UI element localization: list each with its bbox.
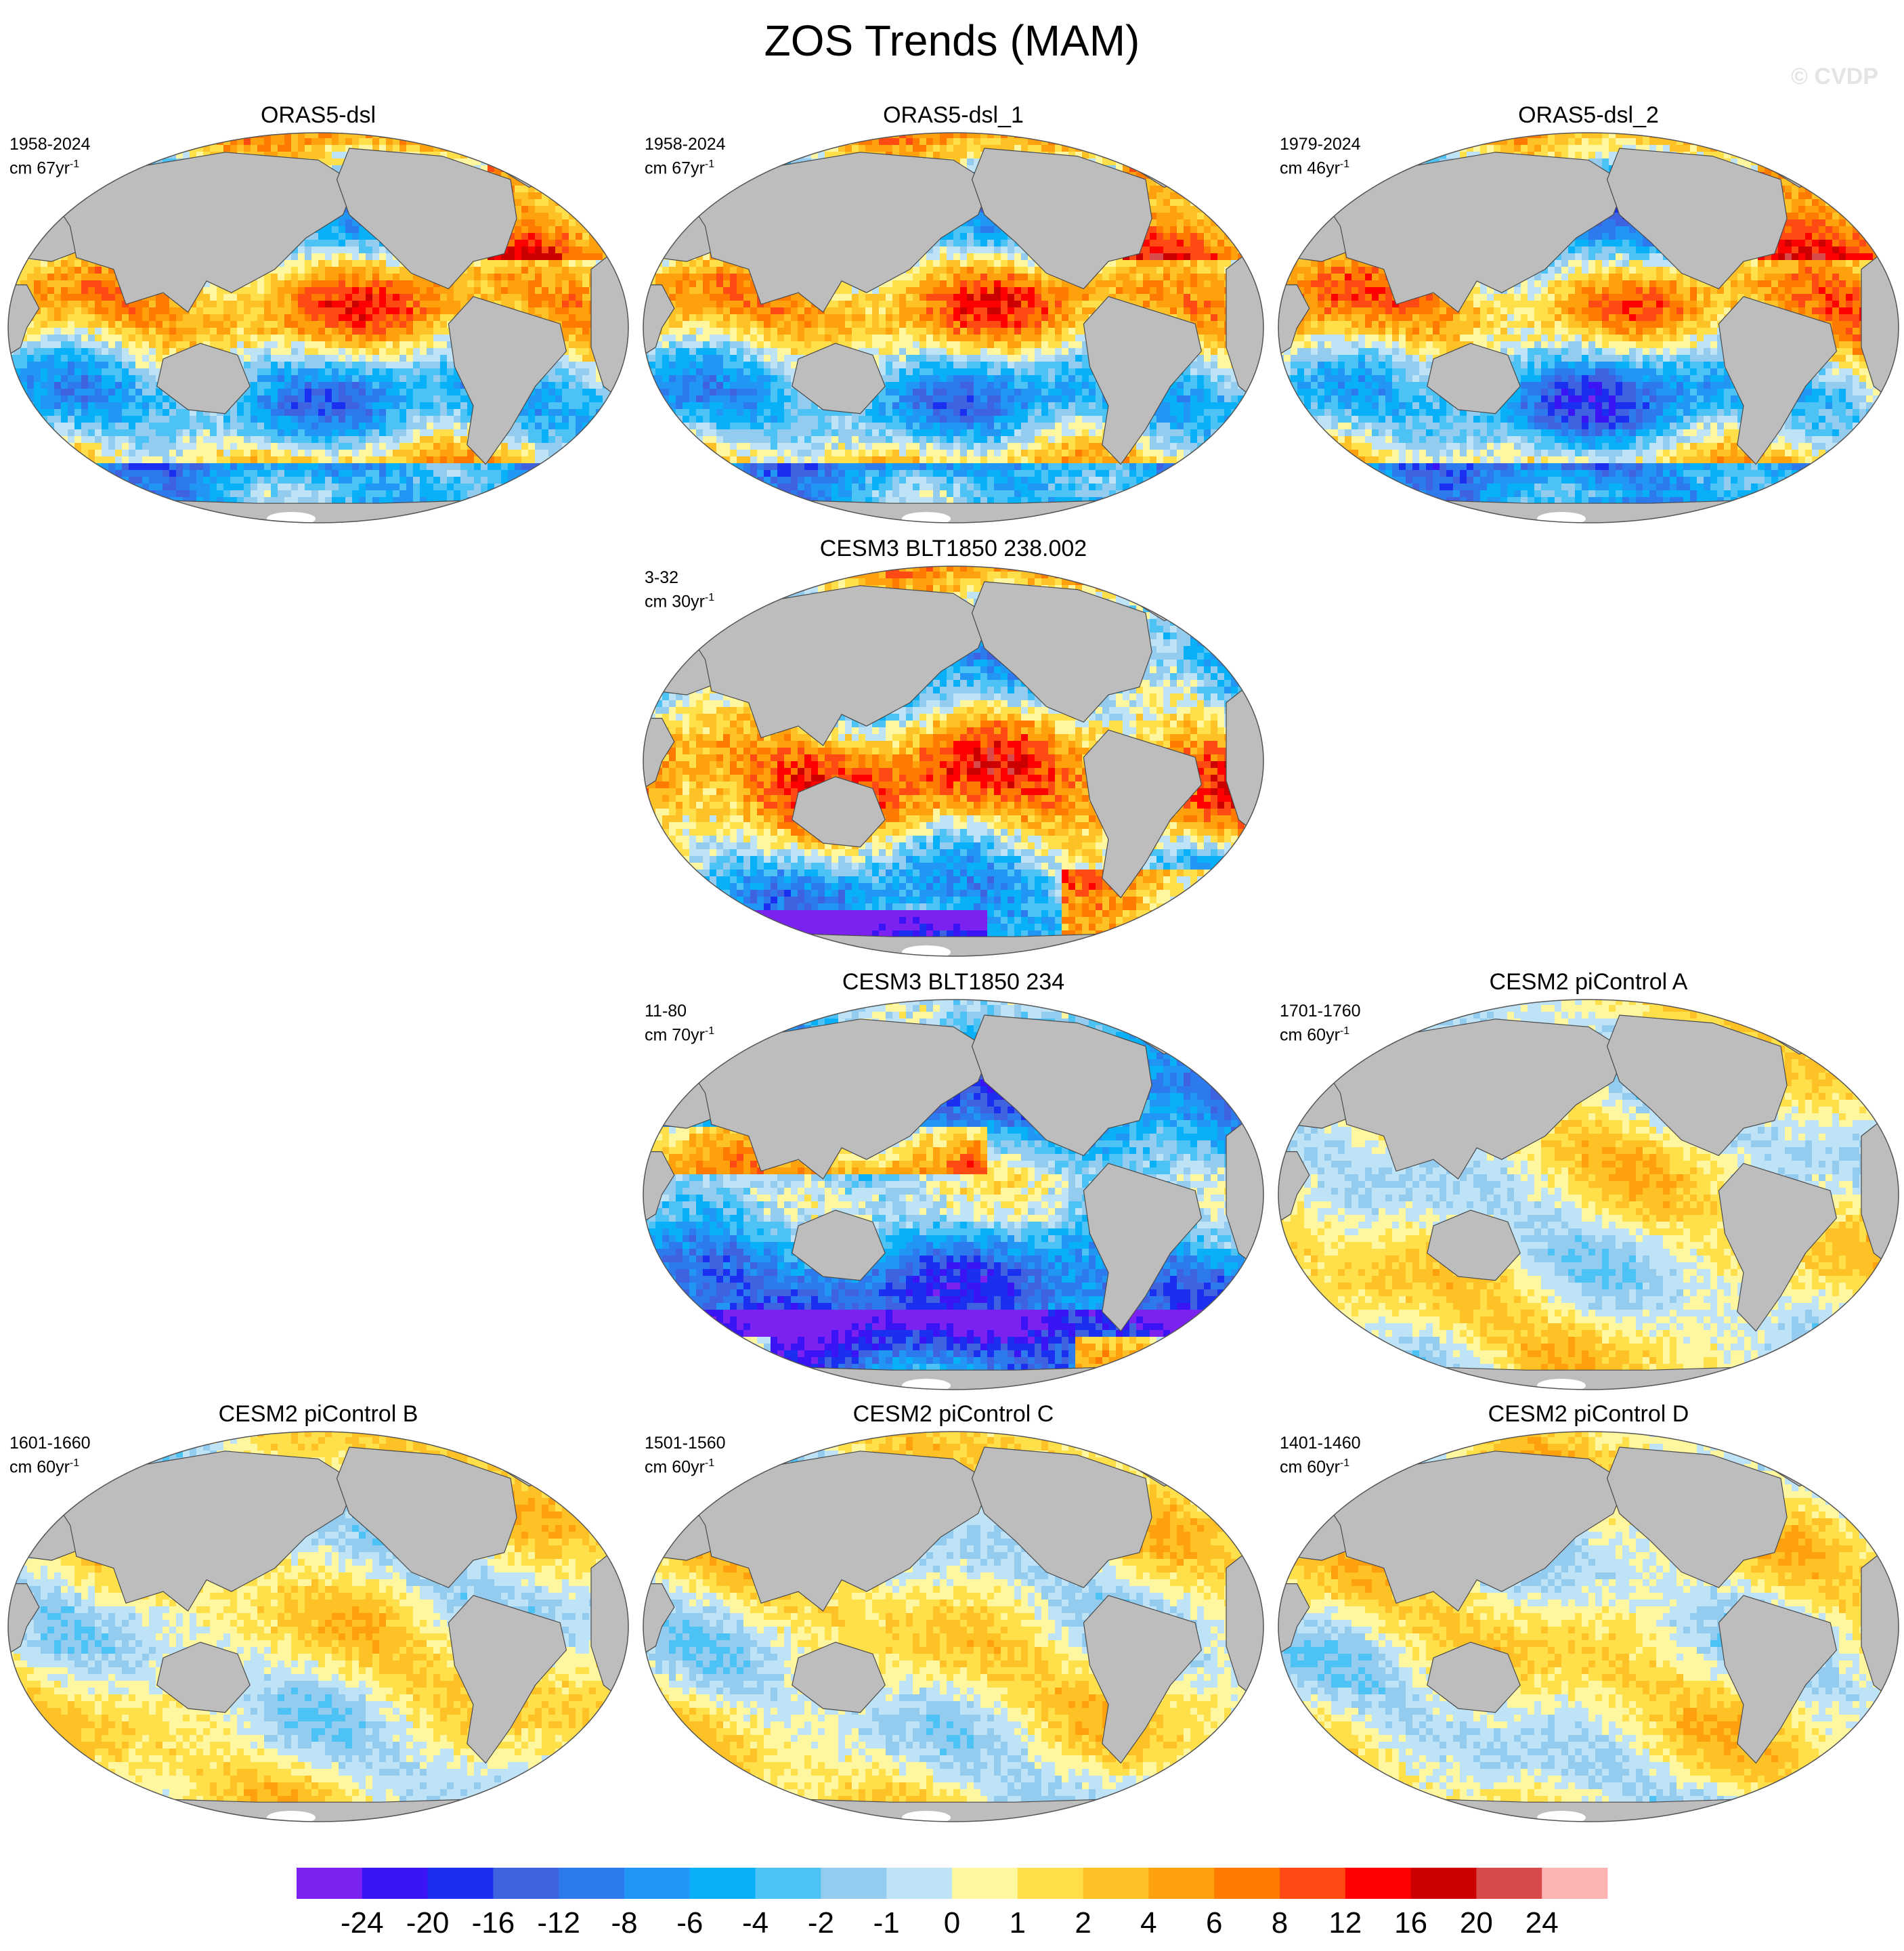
panel-period: 1501-1560 [645,1433,726,1453]
colorbar-swatch [1410,1868,1477,1899]
panel-title: ORAS5-dsl [7,102,630,129]
colorbar-tick-label: 12 [1328,1906,1362,1939]
figure-title: ZOS Trends (MAM) [0,15,1904,66]
colorbar-swatch [1083,1868,1149,1899]
colorbar-tick-label: 1 [1010,1906,1026,1939]
panel-period: 1979-2024 [1280,134,1361,154]
panel-period: 1601-1660 [9,1433,91,1453]
panel-title: ORAS5-dsl_1 [642,102,1265,129]
map-plot [643,132,1264,523]
colorbar-swatch [1280,1868,1346,1899]
colorbar-swatch [559,1868,625,1899]
panel-period: 1701-1760 [1280,1001,1361,1021]
colorbar-tick-label: 2 [1075,1906,1091,1939]
panel-units: cm 60yr-1 [1280,1453,1361,1477]
colorbar-tick-label: -4 [742,1906,769,1939]
panel-title: ORAS5-dsl_2 [1277,102,1900,129]
colorbar-swatch [689,1868,756,1899]
colorbar-swatch [1345,1868,1411,1899]
watermark: © CVDP [1791,64,1878,90]
panel-period-units: 1601-1660 cm 60yr-1 [9,1433,91,1477]
map-panel: ORAS5-dsl 1958-2024 cm 67yr-1 [7,102,630,535]
panel-units: cm 60yr-1 [1280,1021,1361,1045]
colorbar-swatch [493,1868,559,1899]
colorbar-swatch [1542,1868,1608,1899]
map-panel: CESM3 BLT1850 238.002 3-32 cm 30yr-1 [642,535,1265,968]
colorbar-tick-label: 6 [1206,1906,1222,1939]
map-panel: CESM2 piControl A 1701-1760 cm 60yr-1 [1277,968,1900,1402]
colorbar-tick-label: -12 [537,1906,580,1939]
ocean-field [643,1432,1263,1822]
colorbar-tick-label: 24 [1526,1906,1559,1939]
panel-period: 1401-1460 [1280,1433,1361,1453]
map-panel: ORAS5-dsl_2 1979-2024 cm 46yr-1 [1277,102,1900,535]
panel-period-units: 1401-1460 cm 60yr-1 [1280,1433,1361,1477]
panel-units: cm 67yr-1 [645,154,726,178]
panel-title: CESM2 piControl A [1277,968,1900,995]
map-plot [1278,1431,1899,1822]
map-panel: ORAS5-dsl_1 1958-2024 cm 67yr-1 [642,102,1265,535]
colorbar-tick-label: 16 [1394,1906,1427,1939]
colorbar-tick-label: -20 [406,1906,450,1939]
colorbar-swatch [1476,1868,1542,1899]
colorbar-swatch [297,1868,363,1899]
map-plot [643,565,1264,957]
panel-title: CESM3 BLT1850 234 [642,968,1265,995]
panel-units: cm 30yr-1 [645,588,714,612]
panel-title: CESM2 piControl C [642,1400,1265,1428]
panel-units: cm 70yr-1 [645,1021,714,1045]
panel-period: 3-32 [645,567,714,588]
map-plot [643,1431,1264,1822]
panel-units: cm 60yr-1 [9,1453,91,1477]
colorbar-tick-label: 20 [1460,1906,1493,1939]
panel-period-units: 1958-2024 cm 67yr-1 [645,134,726,178]
panel-period: 1958-2024 [9,134,91,154]
colorbar-tick-label: -16 [472,1906,515,1939]
panel-period: 1958-2024 [645,134,726,154]
map-panel: CESM2 piControl C 1501-1560 cm 60yr-1 [642,1400,1265,1834]
map-panel: CESM2 piControl B 1601-1660 cm 60yr-1 [7,1400,630,1834]
map-plot [7,132,629,523]
colorbar-swatch [624,1868,691,1899]
colorbar-tick-label: 8 [1272,1906,1288,1939]
map-plot [643,999,1264,1390]
colorbar-swatch [821,1868,887,1899]
colorbar-tick-label: 4 [1140,1906,1156,1939]
panel-period-units: 1979-2024 cm 46yr-1 [1280,134,1361,178]
colorbar-tick-label: -1 [873,1906,900,1939]
map-panel: CESM3 BLT1850 234 11-80 cm 70yr-1 [642,968,1265,1402]
colorbar-tick-label: -2 [808,1906,834,1939]
map-plot [7,1431,629,1822]
panel-units: cm 60yr-1 [645,1453,726,1477]
panel-units: cm 67yr-1 [9,154,91,178]
map-plot [1278,132,1899,523]
colorbar-swatch [952,1868,1018,1899]
map-panel: CESM2 piControl D 1401-1460 cm 60yr-1 [1277,1400,1900,1834]
colorbar-swatch [362,1868,428,1899]
colorbar-swatch [427,1868,494,1899]
colorbar-swatch [1214,1868,1280,1899]
colorbar-tick-label: -8 [611,1906,637,1939]
panel-period-units: 1958-2024 cm 67yr-1 [9,134,91,178]
panel-units: cm 46yr-1 [1280,154,1361,178]
colorbar-tick-label: -6 [676,1906,703,1939]
panel-period-units: 11-80 cm 70yr-1 [645,1001,714,1045]
map-plot [1278,999,1899,1390]
colorbar-swatch [1148,1868,1215,1899]
colorbar-tick-label: 0 [944,1906,960,1939]
colorbar-swatch [755,1868,821,1899]
panel-title: CESM3 BLT1850 238.002 [642,535,1265,562]
panel-period-units: 1701-1760 cm 60yr-1 [1280,1001,1361,1045]
panel-period: 11-80 [645,1001,714,1021]
colorbar-swatch [1017,1868,1083,1899]
panel-period-units: 1501-1560 cm 60yr-1 [645,1433,726,1477]
panel-period-units: 3-32 cm 30yr-1 [645,567,714,612]
panel-title: CESM2 piControl D [1277,1400,1900,1428]
colorbar-tick-label: -24 [341,1906,384,1939]
colorbar-swatch [886,1868,953,1899]
panel-title: CESM2 piControl B [7,1400,630,1428]
